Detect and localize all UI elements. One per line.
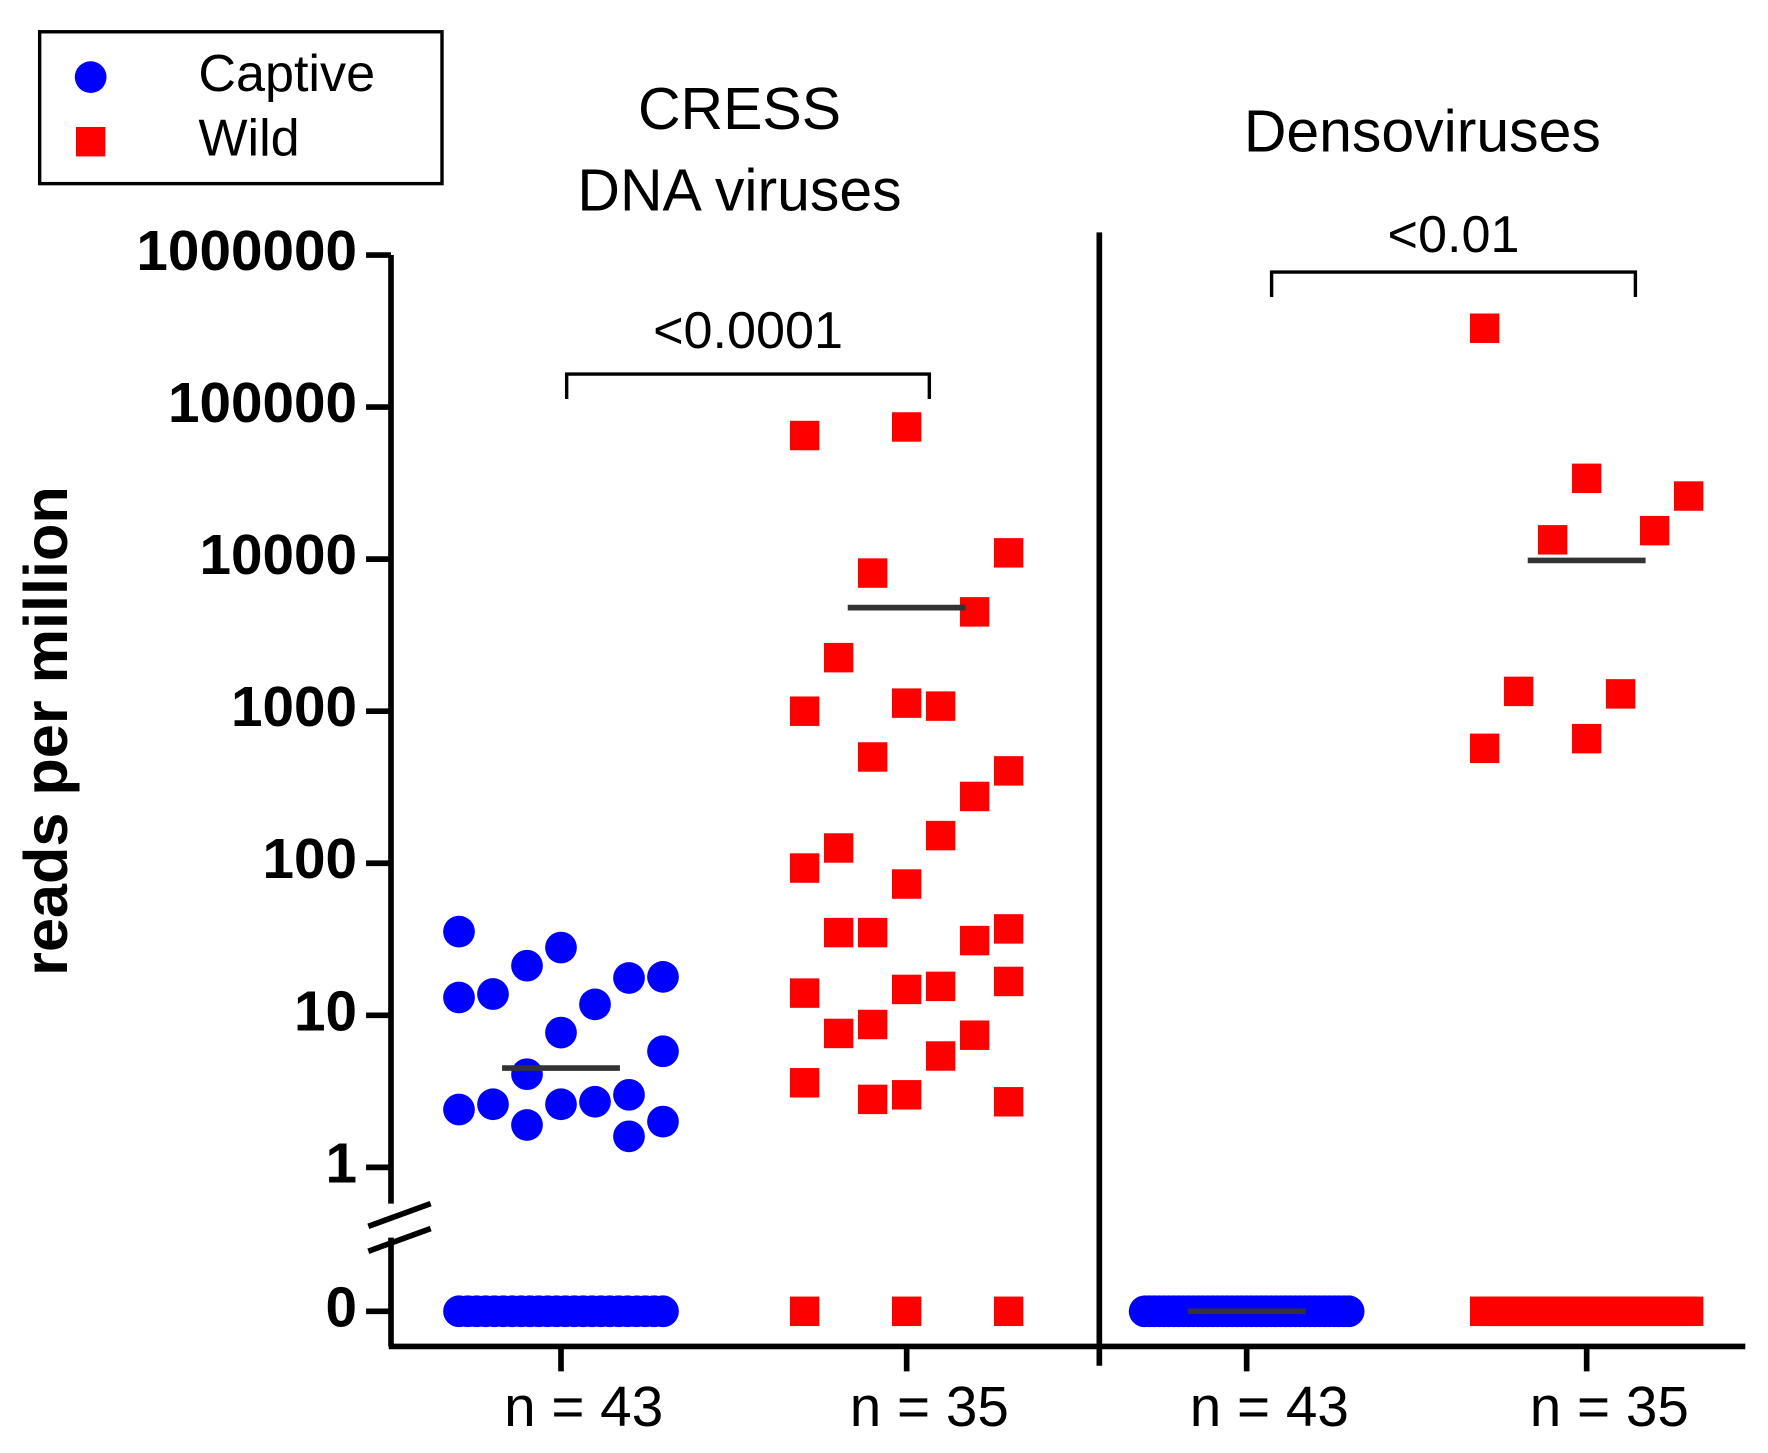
- data-point: [959, 1020, 990, 1050]
- data-point: [1605, 679, 1636, 709]
- data-point: [1469, 733, 1500, 764]
- data-point: [857, 1084, 888, 1115]
- data-point: [477, 1088, 509, 1121]
- data-point: [891, 412, 922, 442]
- y-tick-label: 1000: [231, 676, 357, 739]
- data-point: [579, 988, 611, 1021]
- legend-marker: [75, 126, 106, 157]
- data-point: [993, 1296, 1024, 1327]
- legend-label: Captive: [198, 45, 375, 103]
- significance-bracket: [1269, 270, 1638, 297]
- data-point: [613, 1078, 645, 1111]
- legend-marker: [74, 61, 107, 93]
- x-tick-label: n = 43: [1190, 1376, 1349, 1439]
- data-point: [1571, 463, 1602, 494]
- data-point: [925, 1041, 956, 1071]
- data-point: [857, 1009, 888, 1040]
- data-point: [959, 597, 990, 627]
- data-point: [613, 962, 645, 994]
- data-point: [511, 949, 543, 982]
- data-point: [1673, 481, 1704, 511]
- data-point: [647, 960, 679, 993]
- data-point: [925, 691, 956, 721]
- data-point: [647, 1035, 679, 1068]
- data-point: [1503, 676, 1534, 707]
- data-point: [925, 820, 956, 851]
- x-tick-label: n = 43: [504, 1376, 663, 1439]
- y-axis-label: reads per million: [12, 486, 80, 976]
- y-tick-label: 10000: [199, 524, 357, 587]
- data-point: [857, 917, 888, 948]
- data-point: [789, 853, 820, 883]
- x-tick-label: n = 35: [1530, 1376, 1689, 1439]
- data-point: [857, 742, 888, 772]
- panel-title: CRESS: [638, 77, 841, 142]
- legend-box: [37, 30, 444, 186]
- data-point: [959, 781, 990, 812]
- data-point: [511, 1109, 543, 1141]
- data-point: [1537, 525, 1568, 555]
- data-point: [823, 917, 854, 948]
- data-point: [789, 978, 820, 1008]
- data-point: [579, 1085, 611, 1118]
- panel-title: DNA viruses: [577, 159, 901, 224]
- data-point: [545, 1088, 577, 1121]
- data-point: [857, 558, 888, 588]
- y-tick-label: 1: [325, 1132, 357, 1195]
- data-point: [891, 869, 922, 899]
- data-point: [891, 688, 922, 718]
- y-tick-label: 0: [325, 1276, 357, 1339]
- x-tick-label: n = 35: [850, 1376, 1009, 1439]
- data-point: [545, 1016, 577, 1049]
- y-tick-label: 10: [294, 980, 357, 1043]
- data-point: [823, 833, 854, 863]
- data-point: [993, 756, 1024, 786]
- data-point: [1673, 1296, 1704, 1327]
- data-point: [925, 971, 956, 1002]
- data-point: [891, 1296, 922, 1327]
- data-point: [477, 978, 509, 1010]
- data-point: [1639, 515, 1670, 546]
- data-point: [789, 1296, 820, 1327]
- data-point: [789, 1068, 820, 1098]
- y-tick-label: 100: [262, 828, 357, 891]
- data-point: [891, 1080, 922, 1110]
- significance-label: <0.0001: [653, 302, 843, 360]
- data-point: [511, 1058, 543, 1091]
- data-point: [993, 538, 1024, 568]
- data-point: [613, 1120, 645, 1153]
- data-point: [443, 1093, 475, 1126]
- data-point: [891, 974, 922, 1005]
- data-point: [993, 1087, 1024, 1117]
- data-point: [1332, 1295, 1365, 1328]
- data-point: [993, 966, 1024, 997]
- y-tick-label: 1000000: [136, 220, 357, 283]
- data-point: [823, 642, 854, 673]
- axis-break: [367, 1225, 432, 1254]
- panel-title: Densoviruses: [1244, 100, 1601, 165]
- data-point: [647, 1105, 679, 1138]
- data-point: [993, 914, 1024, 944]
- data-point: [1571, 723, 1602, 754]
- data-point: [789, 420, 820, 451]
- data-point: [823, 1018, 854, 1049]
- significance-bracket: [564, 372, 932, 399]
- data-point: [443, 981, 475, 1014]
- data-point: [647, 1295, 679, 1328]
- legend-label: Wild: [198, 109, 299, 167]
- data-point: [443, 915, 475, 948]
- significance-label: <0.01: [1388, 206, 1520, 264]
- data-point: [789, 696, 820, 726]
- y-tick-label: 100000: [168, 372, 357, 435]
- data-point: [545, 931, 577, 964]
- data-point: [959, 925, 990, 956]
- data-point: [1469, 313, 1500, 343]
- axis-break: [367, 1200, 432, 1229]
